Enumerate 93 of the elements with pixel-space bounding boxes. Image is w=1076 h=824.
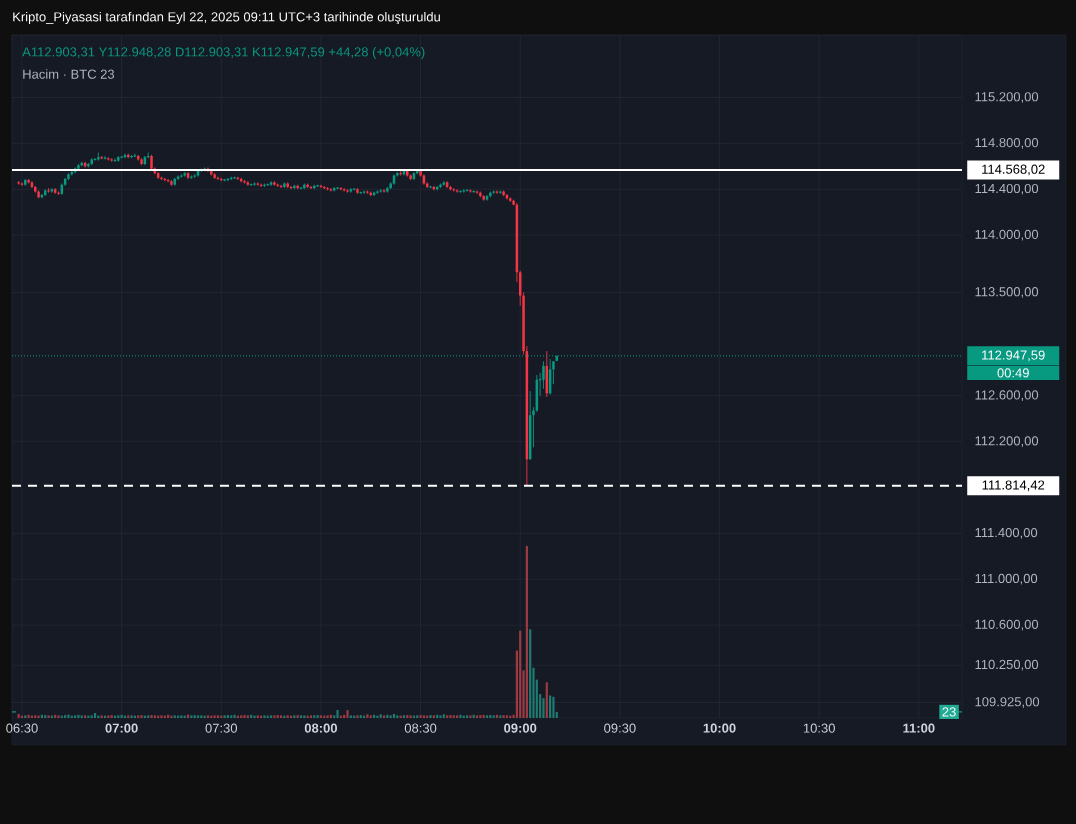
annotation: A112.903,31 Y112.948,28 D112.903,31 K112.947,59 +44,28 (+0,04%)	[22, 46, 425, 60]
bar	[190, 715, 193, 718]
candlestick	[107, 156, 110, 162]
bar	[153, 715, 156, 718]
x-tick-label: 10:00	[703, 723, 736, 733]
bar	[489, 715, 492, 718]
bar	[276, 715, 279, 718]
candlestick	[243, 179, 246, 184]
bar	[107, 715, 110, 718]
y-tick-label: 115.200,00	[975, 92, 1039, 103]
bar	[226, 715, 230, 718]
x-tick-label: 10:30	[803, 723, 835, 733]
bar	[369, 715, 372, 718]
bar	[406, 715, 409, 718]
x-tick-label: 11:00	[903, 723, 935, 733]
bar	[196, 715, 200, 718]
ref-line-label: 114.568,02	[982, 164, 1045, 176]
x-tick-label: 08:30	[404, 723, 437, 733]
bar	[349, 715, 352, 718]
y-tick-label: 114.800,00	[975, 138, 1039, 149]
bar	[34, 715, 37, 718]
bar	[542, 698, 545, 718]
bar	[279, 715, 283, 718]
candlestick	[455, 188, 459, 194]
y-tick-label: 114.000,00	[975, 229, 1039, 241]
bar	[336, 710, 339, 718]
candlestick	[253, 181, 256, 187]
bar	[492, 715, 495, 718]
bar	[552, 696, 555, 718]
bar	[475, 715, 479, 718]
bar	[505, 715, 509, 718]
y-tick-label: 111.000,00	[975, 573, 1038, 585]
y-tick-label: 112.200,00	[975, 436, 1039, 447]
candlestick	[376, 189, 379, 195]
bar	[64, 715, 67, 718]
bar	[83, 715, 87, 718]
y-tick-label: 110.600,00	[975, 619, 1039, 631]
bar	[465, 715, 469, 718]
bar	[545, 682, 548, 718]
candlestick	[492, 189, 495, 195]
x-tick-label: 07:30	[205, 723, 238, 733]
y-tick-label: 114.400,00	[975, 183, 1039, 195]
x-tick-label: 09:00	[504, 723, 537, 733]
candlestick	[366, 189, 369, 195]
y2-tick-label: 23	[942, 707, 956, 717]
bar	[93, 712, 97, 718]
bar	[216, 715, 220, 718]
bar	[319, 715, 323, 718]
x-tick-label: 09:30	[604, 723, 636, 733]
bar	[77, 714, 80, 718]
bar	[449, 715, 452, 718]
candlestick	[190, 175, 193, 180]
bar	[193, 715, 196, 718]
bar	[525, 545, 528, 718]
ref-line-label: 112.947,59	[982, 350, 1045, 362]
bar	[80, 715, 83, 718]
text: 00:49	[997, 368, 1029, 378]
bar	[137, 715, 140, 718]
bar	[206, 715, 210, 718]
bar	[240, 715, 243, 718]
x-tick-label: 07:00	[105, 723, 138, 733]
bar	[346, 710, 349, 718]
bar	[519, 630, 522, 718]
ref-line-label: 111.814,42	[982, 480, 1045, 492]
bar	[446, 715, 449, 718]
bar	[299, 715, 303, 718]
bar	[74, 715, 77, 718]
bar	[409, 715, 412, 718]
y-tick-label: 113.500,00	[975, 287, 1039, 298]
annotation: Hacim · BTC 23	[23, 69, 115, 79]
bar	[442, 714, 445, 718]
y-tick-label: 111.400,00	[975, 527, 1038, 539]
y-tick-label: 109.925,00	[975, 697, 1040, 708]
bar	[110, 715, 113, 718]
bar	[313, 715, 316, 718]
candlestick	[499, 189, 502, 195]
bar	[382, 715, 386, 718]
y-tick-label: 112.600,00	[975, 390, 1039, 402]
bar	[243, 715, 246, 718]
bar	[246, 715, 249, 718]
bar	[90, 715, 93, 718]
bar	[230, 715, 233, 718]
bar	[452, 715, 455, 718]
x-tick-label: 08:00	[304, 723, 338, 733]
bar	[402, 715, 406, 718]
bar	[422, 715, 425, 718]
bar	[529, 629, 532, 718]
text: Kripto_Piyasasi tarafından Eyl 22, 2025 09:11 UTC+3 tarihinde oluşturuldu	[13, 11, 440, 25]
x-tick-label: 06:30	[6, 723, 38, 733]
bar	[485, 715, 489, 718]
y-tick-label: 110.250,00	[975, 659, 1039, 671]
bar	[549, 695, 552, 718]
bar	[309, 715, 313, 718]
